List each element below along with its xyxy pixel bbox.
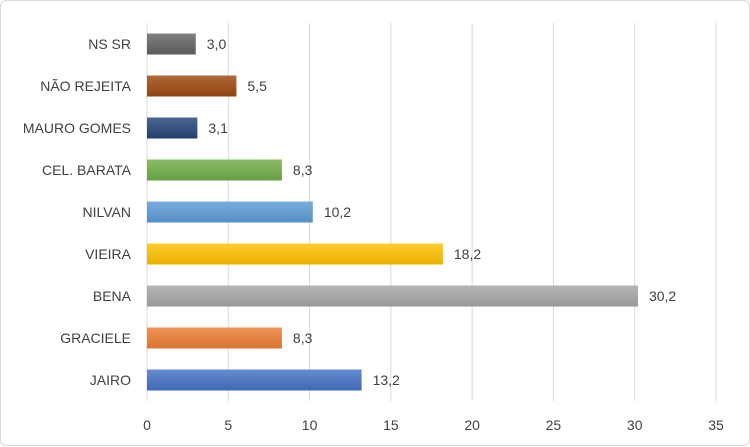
x-tick-label: 35 xyxy=(708,417,724,433)
x-tick-label: 10 xyxy=(302,417,318,433)
bar-graciele xyxy=(147,327,282,349)
bar-jairo xyxy=(147,369,362,391)
data-label: 18,2 xyxy=(454,246,481,262)
bar-vieira xyxy=(147,243,443,265)
category-label: NILVAN xyxy=(83,204,132,220)
bar-ns-sr xyxy=(147,33,196,55)
category-label: CEL. BARATA xyxy=(42,162,132,178)
bar-nilvan xyxy=(147,201,313,223)
x-tick-label: 25 xyxy=(546,417,562,433)
data-labels: 13,2 8,3 30,2 18,2 10,2 8,3 3,1 5,5 3,0 xyxy=(207,36,677,388)
x-tick-label: 0 xyxy=(143,417,151,433)
bar-cel-barata xyxy=(147,159,282,181)
x-tick-label: 15 xyxy=(383,417,399,433)
data-label: 13,2 xyxy=(373,372,400,388)
data-label: 10,2 xyxy=(324,204,351,220)
category-label: NÃO REJEITA xyxy=(40,78,131,94)
bar-mauro-gomes xyxy=(147,117,198,139)
category-label: GRACIELE xyxy=(60,330,131,346)
category-labels: JAIRO GRACIELE BENA VIEIRA NILVAN CEL. BARATA… xyxy=(23,36,132,388)
x-tick-labels: 0 5 10 15 20 25 30 35 xyxy=(143,417,724,433)
bar-n-o-rejeita xyxy=(147,75,237,97)
data-label: 5,5 xyxy=(247,78,267,94)
data-label: 3,1 xyxy=(208,120,228,136)
category-label: BENA xyxy=(93,288,132,304)
data-label: 8,3 xyxy=(293,162,313,178)
category-label: MAURO GOMES xyxy=(23,120,131,136)
data-label: 8,3 xyxy=(293,330,313,346)
category-label: VIEIRA xyxy=(85,246,132,262)
bar-bena xyxy=(147,285,638,307)
x-tick-label: 30 xyxy=(627,417,643,433)
bars xyxy=(147,33,638,391)
category-label: NS SR xyxy=(88,36,131,52)
data-label: 30,2 xyxy=(649,288,676,304)
x-tick-label: 5 xyxy=(224,417,232,433)
x-tick-label: 20 xyxy=(464,417,480,433)
data-label: 3,0 xyxy=(207,36,227,52)
category-label: JAIRO xyxy=(90,372,131,388)
